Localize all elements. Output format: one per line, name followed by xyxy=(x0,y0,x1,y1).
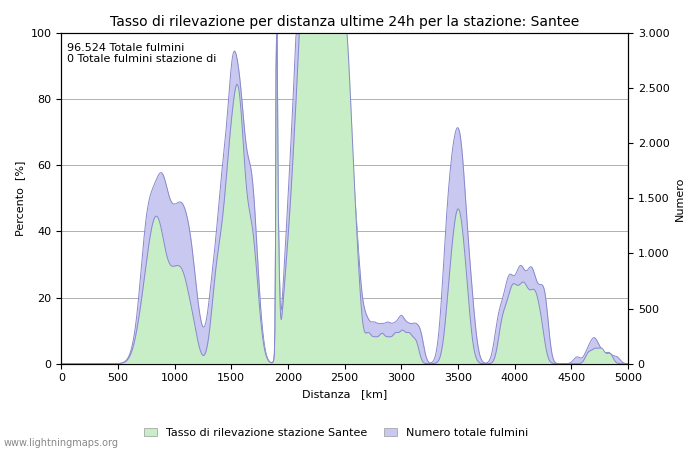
Y-axis label: Numero: Numero xyxy=(675,176,685,220)
Title: Tasso di rilevazione per distanza ultime 24h per la stazione: Santee: Tasso di rilevazione per distanza ultime… xyxy=(110,15,580,29)
Y-axis label: Percento  [%]: Percento [%] xyxy=(15,161,25,236)
Legend: Tasso di rilevazione stazione Santee, Numero totale fulmini: Tasso di rilevazione stazione Santee, Nu… xyxy=(139,423,533,442)
Text: www.lightningmaps.org: www.lightningmaps.org xyxy=(4,438,118,448)
Text: 96.524 Totale fulmini
0 Totale fulmini stazione di: 96.524 Totale fulmini 0 Totale fulmini s… xyxy=(67,43,216,64)
X-axis label: Distanza   [km]: Distanza [km] xyxy=(302,389,387,399)
